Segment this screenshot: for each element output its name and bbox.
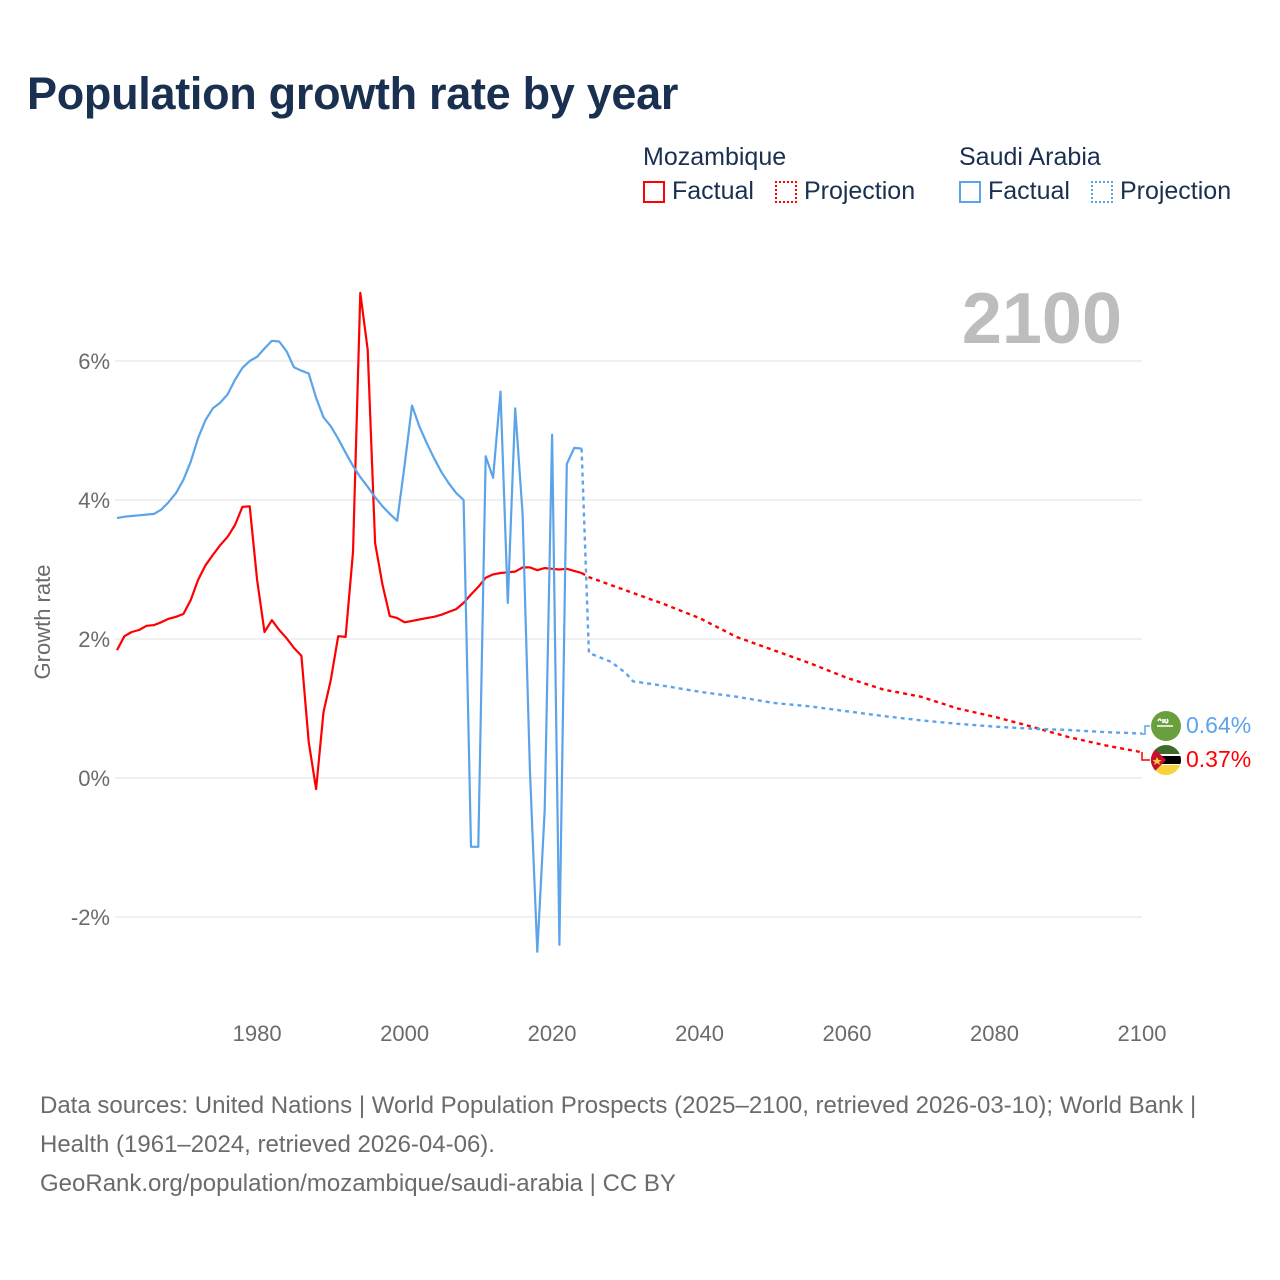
attribution-link[interactable]: GeoRank.org/population/mozambique/saudi-… — [40, 1170, 676, 1197]
projection-line-saudi-arabia — [580, 448, 1143, 735]
legend-item-mozambique-factual[interactable]: Factual — [643, 177, 754, 206]
mozambique-flag-icon — [1151, 745, 1181, 775]
y-tick-label: -2% — [71, 905, 110, 930]
end-label-saudi-arabia: 0.64% — [1142, 711, 1251, 741]
solid-line-swatch-icon — [959, 180, 981, 203]
chart-title: Population growth rate by year — [27, 68, 679, 119]
legend-label: Factual — [672, 177, 754, 205]
x-tick-label: 2080 — [970, 1021, 1019, 1046]
y-tick-label: 2% — [78, 627, 110, 652]
legend-item-saudi-arabia-factual[interactable]: Factual — [959, 177, 1070, 206]
projection-line-mozambique — [581, 571, 1143, 754]
legend-label: Projection — [1119, 177, 1232, 205]
legend-label: Factual — [988, 177, 1070, 205]
x-tick-label: 2060 — [823, 1021, 872, 1046]
legend-group-mozambique: Mozambique Factual Projection — [643, 143, 929, 210]
y-tick-label: 6% — [78, 349, 110, 374]
end-label-mozambique: 0.37% — [1141, 745, 1251, 775]
x-tick-label: 2100 — [1118, 1021, 1167, 1046]
legend-item-saudi-arabia-projection[interactable]: Projection — [1090, 177, 1232, 206]
legend-country-name: Mozambique — [643, 143, 787, 171]
x-tick-label: 2020 — [528, 1021, 577, 1046]
saudi-arabia-flag-icon — [1151, 711, 1181, 741]
x-tick-label: 1980 — [233, 1021, 282, 1046]
dotted-line-swatch-icon — [1090, 180, 1113, 203]
data-sources: Data sources: United Nations | World Pop… — [40, 1092, 1197, 1158]
footer: Data sources: United Nations | World Pop… — [40, 1086, 1240, 1203]
factual-line-mozambique — [116, 291, 582, 791]
factual-line-saudi-arabia — [116, 339, 582, 953]
y-tick-label: 4% — [78, 488, 110, 513]
legend-group-saudi-arabia: Saudi Arabia Factual Projection — [959, 143, 1245, 210]
current-year-label: 2100 — [962, 279, 1122, 359]
y-axis-label: Growth rate — [30, 565, 55, 680]
legend-country-name: Saudi Arabia — [959, 143, 1101, 171]
x-tick-label: 2000 — [380, 1021, 429, 1046]
end-value-mozambique: 0.37% — [1186, 746, 1251, 772]
y-tick-label: 0% — [78, 766, 110, 791]
dotted-line-swatch-icon — [774, 180, 797, 203]
solid-line-swatch-icon — [643, 180, 665, 203]
legend-item-mozambique-projection[interactable]: Projection — [774, 177, 916, 206]
end-value-saudi-arabia: 0.64% — [1186, 712, 1251, 738]
x-tick-label: 2040 — [675, 1021, 724, 1046]
legend-label: Projection — [803, 177, 916, 205]
